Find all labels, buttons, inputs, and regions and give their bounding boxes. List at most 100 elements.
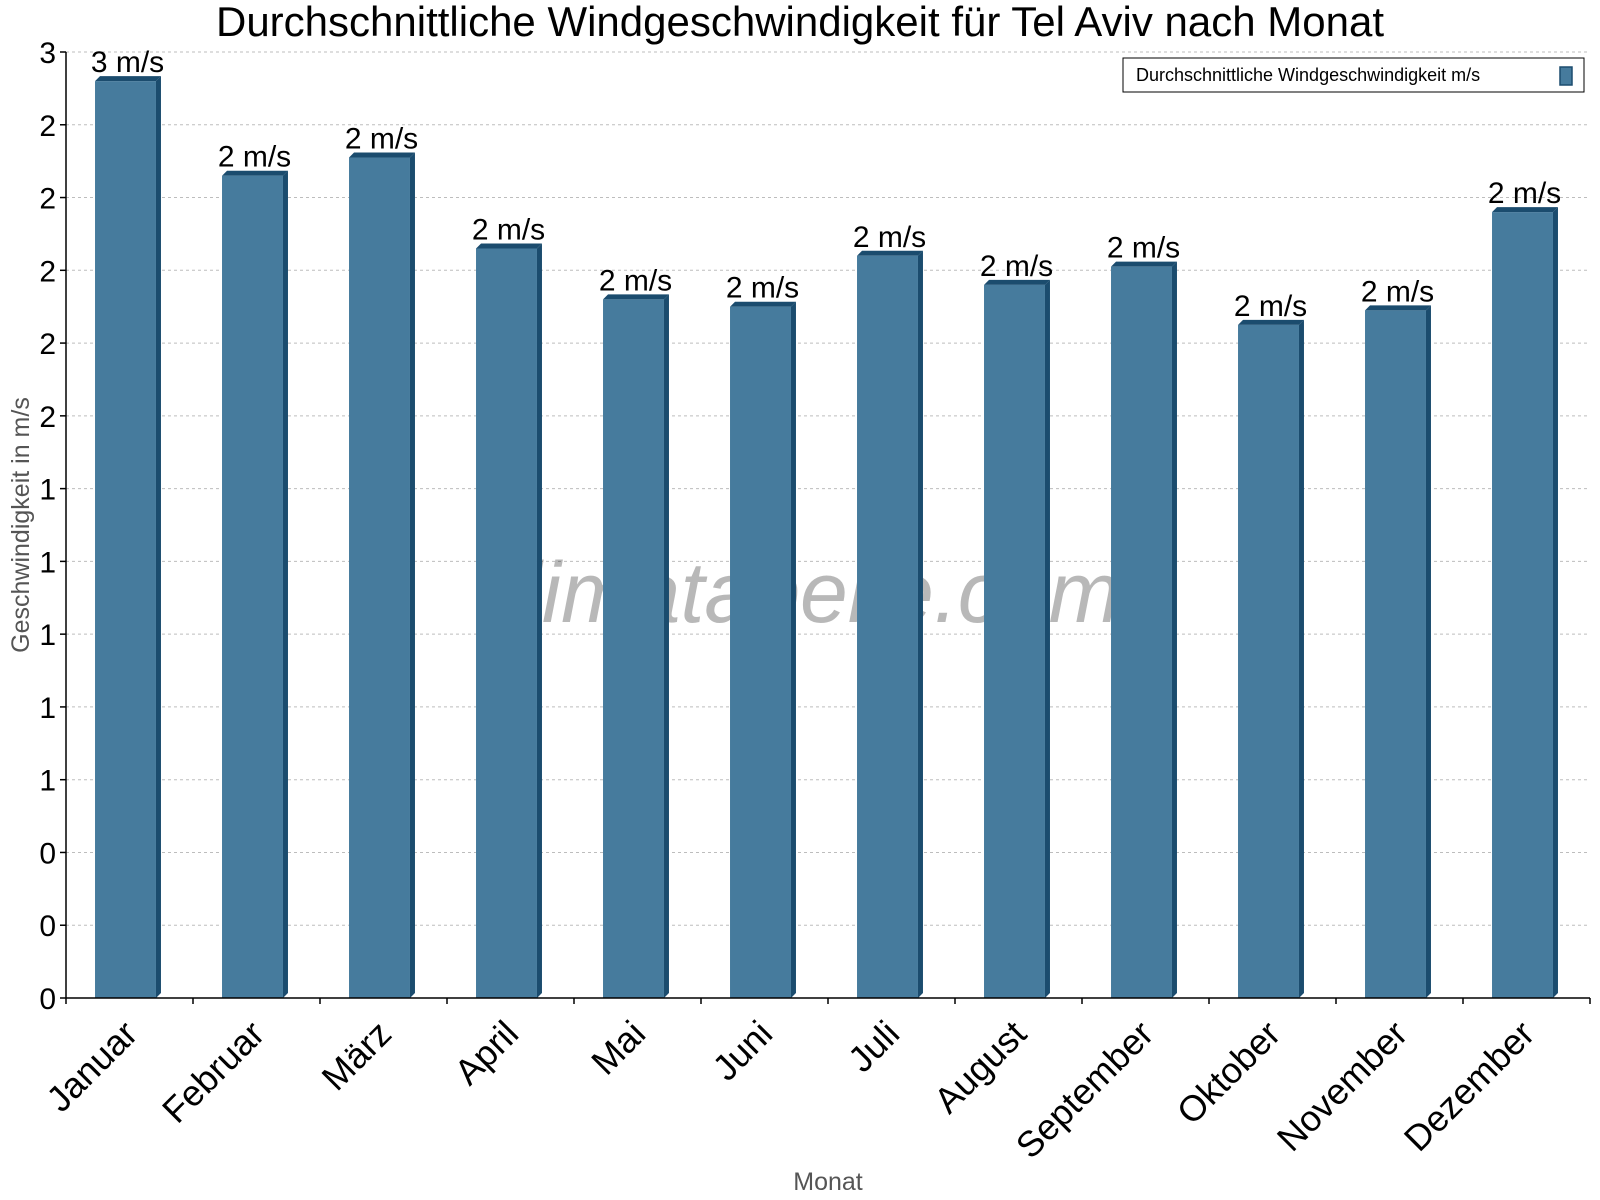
x-tick-label: Januar	[38, 1013, 145, 1120]
bar-top	[857, 250, 923, 256]
x-tick-label: Juni	[704, 1013, 780, 1089]
y-tick-label: 0	[39, 837, 56, 870]
bar-top	[349, 152, 415, 158]
y-tick-label: 2	[39, 255, 56, 288]
bar	[222, 170, 288, 998]
bar	[1238, 319, 1304, 998]
bar-top	[1492, 207, 1558, 213]
y-tick-label: 2	[39, 401, 56, 434]
data-label: 2 m/s	[1488, 177, 1561, 210]
bar	[984, 279, 1050, 998]
axes	[65, 52, 1590, 999]
x-tick-label: April	[446, 1013, 526, 1093]
bar-top	[1365, 305, 1431, 311]
x-tick-label: Juli	[840, 1013, 907, 1080]
bar-side	[790, 301, 796, 998]
data-label: 2 m/s	[599, 264, 672, 297]
grid-lines	[66, 51, 1590, 926]
x-axis-title: Monat	[793, 1168, 863, 1196]
bar-side	[1425, 305, 1431, 998]
bar-side	[917, 250, 923, 998]
y-ticks: 0 0 0 1 1 1 1 1 2 2 2 2 2 3	[39, 37, 66, 1016]
bar-front	[730, 306, 791, 998]
bar-side	[1298, 319, 1304, 998]
x-tick-label: September	[1008, 1013, 1162, 1167]
legend-box	[1122, 57, 1585, 93]
y-tick-label: 3	[39, 37, 56, 70]
bar-front	[603, 299, 664, 998]
data-label: 2 m/s	[472, 213, 545, 246]
legend-swatch	[1559, 66, 1573, 86]
y-tick-label: 1	[39, 765, 56, 798]
x-tick-label: Mai	[583, 1013, 653, 1083]
bar	[1365, 305, 1431, 998]
data-label: 3 m/s	[91, 46, 164, 79]
y-tick-label: 2	[39, 110, 56, 143]
data-label: 2 m/s	[1107, 232, 1180, 265]
bar-front	[1365, 310, 1426, 998]
legend-label: Durchschnittliche Windgeschwindigkeit m/…	[1136, 65, 1480, 85]
data-label: 2 m/s	[345, 123, 418, 156]
data-label: 2 m/s	[980, 250, 1053, 283]
x-tick-label: März	[314, 1013, 400, 1099]
bar-side	[663, 294, 669, 998]
y-tick-label: 0	[39, 910, 56, 943]
x-ticks: Januar Februar März April Mai Juni Juli AugustS…	[38, 998, 1591, 1167]
bar	[1492, 207, 1558, 999]
bar-top	[984, 279, 1050, 285]
y-axis-title: Geschwindigkeit in m/s	[7, 397, 35, 653]
bar-top	[476, 243, 542, 249]
bar-side	[536, 243, 542, 998]
bar-side	[282, 170, 288, 998]
bar	[476, 243, 542, 998]
bar-top	[222, 170, 288, 176]
bar	[1111, 261, 1177, 999]
x-tick-label: Dezember	[1396, 1013, 1542, 1159]
bar-front	[349, 157, 410, 998]
data-label: 2 m/s	[1361, 275, 1434, 308]
bar-top	[95, 76, 161, 82]
data-label: 2 m/s	[853, 221, 926, 254]
y-tick-label: 2	[39, 183, 56, 216]
bar-top	[1238, 319, 1304, 325]
y-tick-label: 0	[39, 983, 56, 1016]
bar-side	[1171, 261, 1177, 999]
x-tick-label: August	[926, 1013, 1034, 1121]
bars	[95, 76, 1558, 999]
x-tick-label: Februar	[154, 1013, 272, 1131]
bar-front	[1238, 324, 1299, 998]
data-labels: 3 m/s 2 m/s 2 m/s 2 m/s 2 m/s 2 m/s 2 m/s 2 m/s…	[91, 46, 1561, 323]
bar-front	[1111, 266, 1172, 999]
bar	[857, 250, 923, 998]
bar-side	[155, 76, 161, 999]
data-label: 2 m/s	[726, 272, 799, 305]
y-tick-label: 1	[39, 692, 56, 725]
bar	[603, 294, 669, 998]
y-tick-label: 2	[39, 328, 56, 361]
bar-side	[1552, 207, 1558, 999]
bar-top	[603, 294, 669, 300]
y-tick-label: 1	[39, 474, 56, 507]
bar-front	[1492, 212, 1553, 999]
bar-top	[730, 301, 796, 307]
bar	[349, 152, 415, 998]
data-label: 2 m/s	[1234, 290, 1307, 323]
y-tick-label: 1	[39, 619, 56, 652]
data-label: 2 m/s	[218, 141, 291, 174]
y-tick-label: 1	[39, 546, 56, 579]
bar-side	[1044, 279, 1050, 998]
legend: Durchschnittliche Windgeschwindigkeit m/…	[1122, 57, 1585, 93]
bar-side	[409, 152, 415, 998]
bar-front	[476, 248, 537, 998]
bar-front	[857, 255, 918, 998]
bar-front	[95, 81, 156, 999]
bar-front	[222, 175, 283, 998]
chart-title: Durchschnittliche Windgeschwindigkeit fü…	[216, 0, 1384, 45]
x-tick-label: Oktober	[1169, 1013, 1289, 1133]
bar	[730, 301, 796, 998]
bar	[95, 76, 161, 999]
bar-front	[984, 284, 1045, 998]
bar-top	[1111, 261, 1177, 267]
